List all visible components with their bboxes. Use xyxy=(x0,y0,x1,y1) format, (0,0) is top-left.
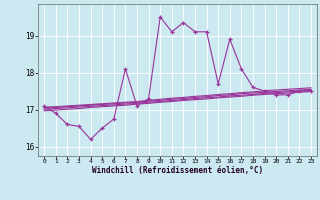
X-axis label: Windchill (Refroidissement éolien,°C): Windchill (Refroidissement éolien,°C) xyxy=(92,166,263,175)
